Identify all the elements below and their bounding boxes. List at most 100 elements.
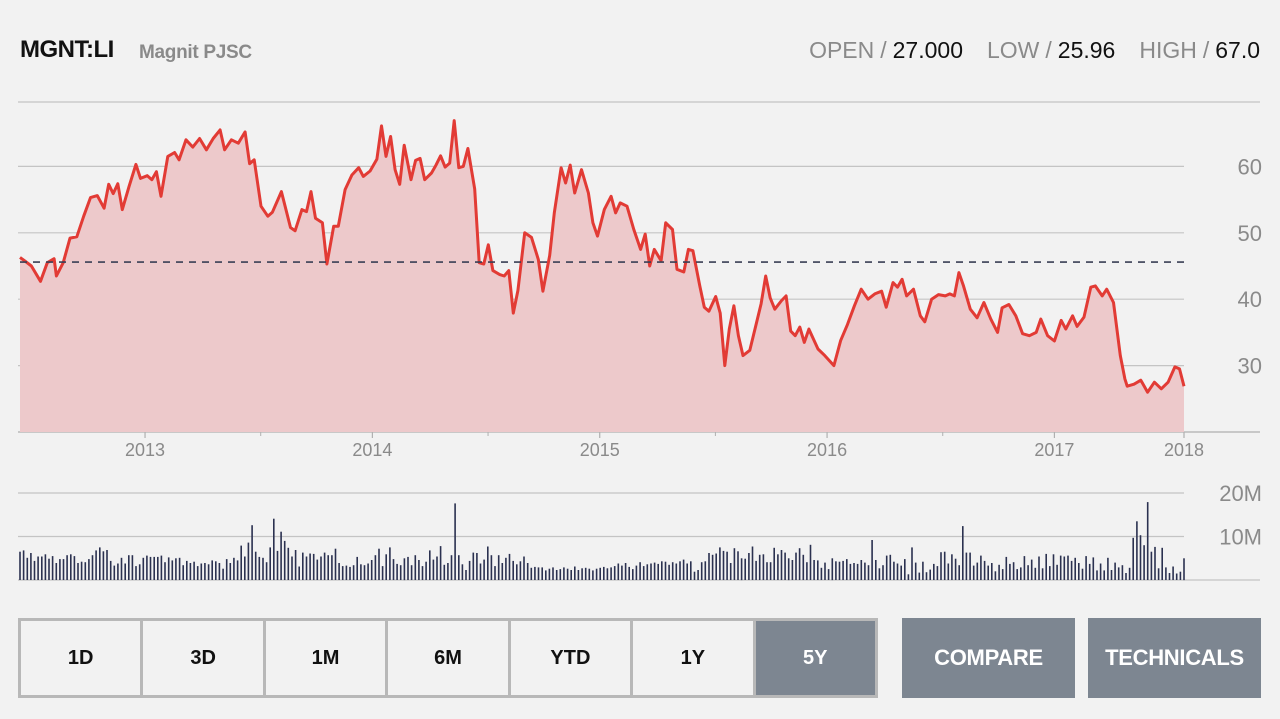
x-tick-label: 2016 xyxy=(807,440,847,460)
volume-bar xyxy=(113,565,116,580)
volume-bar xyxy=(657,563,659,580)
volume-bar xyxy=(581,568,583,580)
volume-bar xyxy=(704,561,707,580)
range-button-3d[interactable]: 3D xyxy=(143,621,263,695)
volume-bar xyxy=(1070,560,1073,580)
volume-bar xyxy=(994,571,997,580)
x-tick-label: 2015 xyxy=(580,440,620,460)
volume-bar xyxy=(606,568,609,580)
volume-bar xyxy=(1146,502,1149,580)
volume-bar xyxy=(740,558,743,581)
volume-bar xyxy=(164,562,166,580)
volume-bar xyxy=(91,555,94,580)
volume-bar xyxy=(131,555,134,580)
volume-bar xyxy=(222,568,224,580)
volume-bar xyxy=(229,563,232,580)
volume-bar xyxy=(73,556,76,580)
volume-bar xyxy=(487,546,489,580)
volume-bar xyxy=(1027,565,1029,580)
volume-bar xyxy=(1005,556,1008,580)
volume-bar xyxy=(200,563,203,580)
volume-bar xyxy=(766,562,768,580)
range-button-6m[interactable]: 6M xyxy=(388,621,508,695)
volume-bar xyxy=(149,556,152,580)
volume-bar xyxy=(584,567,587,580)
separator: / xyxy=(880,37,887,63)
volume-bar xyxy=(700,562,703,580)
volume-bar xyxy=(563,567,565,580)
volume-bar xyxy=(99,547,101,580)
volume-bar xyxy=(1009,563,1011,580)
volume-bar xyxy=(182,565,184,580)
volume-bar xyxy=(432,559,435,580)
range-button-1m[interactable]: 1M xyxy=(265,621,386,695)
volume-bar xyxy=(1175,573,1178,580)
open-label: OPEN xyxy=(809,37,875,63)
volume-bar xyxy=(1136,521,1138,580)
volume-bar xyxy=(251,525,253,580)
volume-bar xyxy=(233,557,235,580)
volume-bar xyxy=(693,571,696,580)
ticker-symbol: MGNT:LI xyxy=(20,36,114,63)
volume-bar xyxy=(969,552,971,580)
price-line[interactable] xyxy=(19,119,1186,394)
volume-bar xyxy=(690,561,692,580)
volume-bar xyxy=(610,567,612,580)
y-tick-label: 50 xyxy=(1238,221,1262,246)
price-volume-chart[interactable]: 30 40 50 60 2013 2014 2015 2016 2017 2018 10M 20M xyxy=(0,90,1280,590)
volume-bar xyxy=(639,562,641,580)
range-button-5y[interactable]: 5Y xyxy=(755,621,875,695)
volume-bar xyxy=(954,558,957,580)
volume-bar xyxy=(893,561,895,580)
volume-bar xyxy=(389,547,391,580)
volume-bar xyxy=(316,559,319,580)
volume-bar xyxy=(356,556,358,580)
volume-bar xyxy=(88,559,90,580)
volume-bar xyxy=(298,566,300,580)
volume-bar xyxy=(439,546,442,580)
volume-bar xyxy=(1012,562,1015,580)
range-button-ytd[interactable]: YTD xyxy=(510,621,631,695)
volume-bar xyxy=(262,557,264,580)
volume-bar xyxy=(1128,567,1131,580)
volume-bar xyxy=(925,572,928,580)
volume-bar xyxy=(494,566,496,580)
volume-bar xyxy=(287,547,290,580)
volume-bar xyxy=(196,566,199,580)
volume-bar xyxy=(780,550,783,580)
volume-bar xyxy=(378,548,380,580)
volume-bar xyxy=(711,554,714,580)
volume-bar xyxy=(1157,568,1160,580)
volume-bar xyxy=(875,560,877,580)
volume-bar xyxy=(737,551,739,580)
volume-bar xyxy=(1150,551,1153,580)
high-label: HIGH xyxy=(1139,37,1197,63)
volume-bar xyxy=(327,555,329,580)
volume-bar xyxy=(508,553,511,580)
volume-bar xyxy=(189,563,192,580)
volume-bar xyxy=(312,553,315,580)
volume-bar xyxy=(218,563,221,580)
range-button-1d[interactable]: 1D xyxy=(21,621,141,695)
compare-button[interactable]: COMPARE xyxy=(902,618,1075,698)
range-button-1y[interactable]: 1Y xyxy=(633,621,753,695)
volume-bar xyxy=(998,564,1000,580)
volume-bar xyxy=(244,556,246,580)
volume-bar xyxy=(679,561,681,580)
volume-bar xyxy=(911,547,913,580)
volume-bar xyxy=(283,540,286,580)
volume-bar xyxy=(37,556,39,580)
volume-bar xyxy=(824,562,826,580)
volume-bar xyxy=(907,574,910,580)
volume-bar xyxy=(450,555,453,580)
volume-bar xyxy=(914,562,917,580)
volume-bar xyxy=(370,560,373,580)
x-tick-label: 2014 xyxy=(352,440,392,460)
volume-bar xyxy=(871,540,873,580)
volume-bar xyxy=(320,556,322,580)
volume-bar xyxy=(19,551,21,580)
volume-bar xyxy=(153,556,155,580)
volume-bar xyxy=(505,557,507,580)
technicals-button[interactable]: TECHNICALS xyxy=(1088,618,1261,698)
volume-bar xyxy=(407,556,409,580)
